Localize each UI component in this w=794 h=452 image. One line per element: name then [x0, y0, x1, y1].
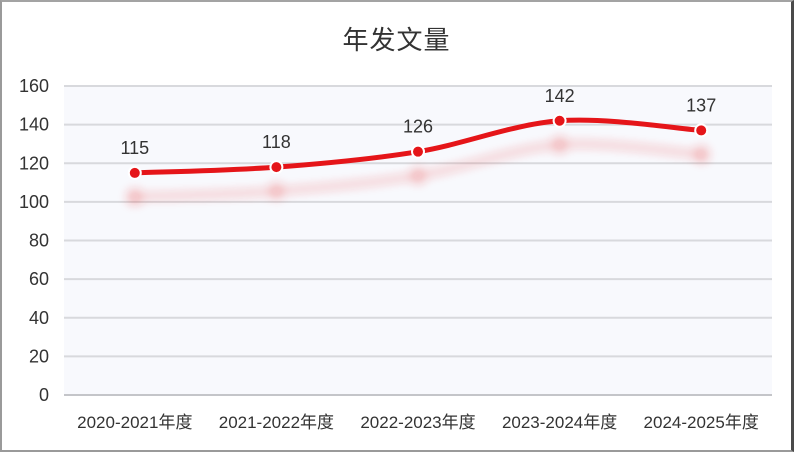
y-axis-tick: 40: [29, 308, 49, 328]
data-point[interactable]: [411, 144, 425, 159]
x-axis-label: 2023-2024年度: [502, 413, 617, 432]
y-axis-tick: 60: [29, 269, 49, 289]
line-shadow: [126, 136, 710, 205]
y-axis-tick: 80: [29, 231, 49, 251]
x-axis-label: 2022-2023年度: [360, 413, 475, 432]
y-axis-tick: 160: [19, 76, 49, 96]
y-axis-tick: 100: [19, 192, 49, 212]
chart-title: 年发文量: [342, 25, 451, 55]
y-axis-tick: 20: [29, 346, 49, 366]
data-label: 126: [403, 117, 433, 137]
data-point[interactable]: [694, 123, 709, 138]
y-axis-tick: 120: [19, 153, 49, 173]
x-axis-label: 2024-2025年度: [644, 413, 759, 432]
x-axis-label: 2020-2021年度: [77, 413, 192, 432]
data-label: 137: [686, 95, 716, 115]
data-label: 118: [262, 132, 291, 152]
data-label: 142: [545, 86, 575, 106]
data-label: 115: [120, 138, 149, 158]
data-point[interactable]: [269, 160, 284, 175]
y-axis-tick: 0: [39, 385, 49, 405]
y-axis-tick: 140: [19, 115, 49, 135]
data-point[interactable]: [127, 165, 142, 180]
data-point[interactable]: [552, 113, 567, 128]
x-axis-label: 2021-2022年度: [219, 413, 334, 432]
